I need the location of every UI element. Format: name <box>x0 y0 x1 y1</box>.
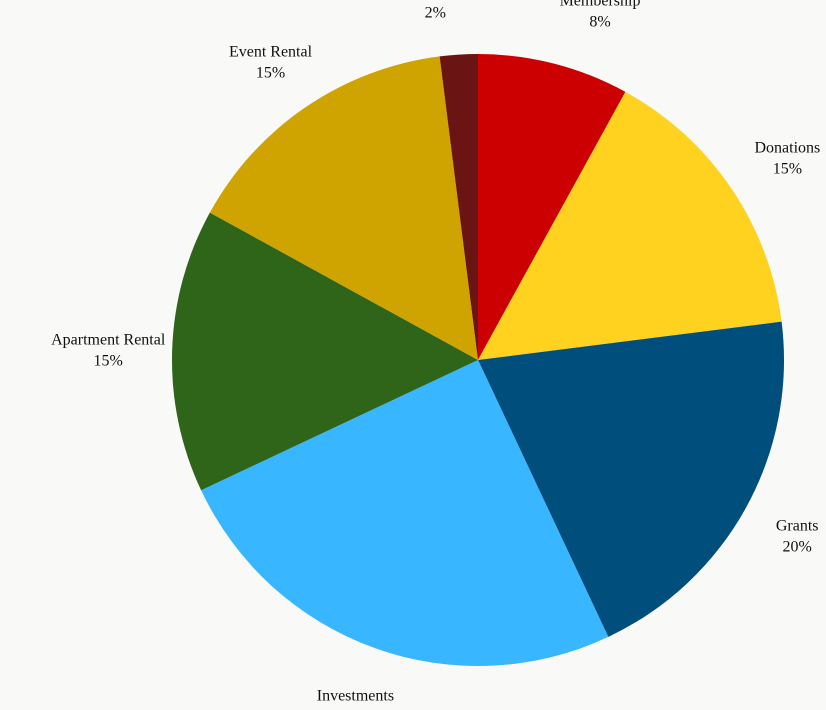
slice-label-grants: Grants <box>776 517 819 534</box>
slice-label-event-rental: Event Rental <box>229 44 313 61</box>
slice-value-visitor-fees: 2% <box>425 5 446 22</box>
slice-value-event-rental: 15% <box>256 65 285 82</box>
slice-value-apartment-rental: 15% <box>94 353 123 370</box>
pie-slice-visitor-fees <box>439 54 478 360</box>
labels-group: Membership 8% Donations 15% Grants 20% Investm… <box>51 0 820 710</box>
pie-slice-event-rental <box>209 56 478 360</box>
slice-label-membership: Membership <box>560 0 641 9</box>
slice-value-investments: 25% <box>341 709 370 710</box>
slices-group <box>171 54 785 667</box>
slice-value-membership: 8% <box>589 13 610 30</box>
slice-value-donations: 15% <box>773 161 802 178</box>
slice-label-apartment-rental: Apartment Rental <box>51 332 166 349</box>
slice-label-donations: Donations <box>755 140 821 157</box>
slice-value-grants: 20% <box>783 538 812 555</box>
pie-slice-membership <box>478 54 626 360</box>
pie-slice-donations <box>478 91 782 360</box>
pie-slice-investments <box>201 360 609 667</box>
slice-label-investments: Investments <box>317 688 394 705</box>
slice-label-visitor-fees: Visitor Fees <box>397 0 474 1</box>
pie-slice-apartment-rental <box>171 212 479 491</box>
pie-slice-grants <box>478 321 785 637</box>
